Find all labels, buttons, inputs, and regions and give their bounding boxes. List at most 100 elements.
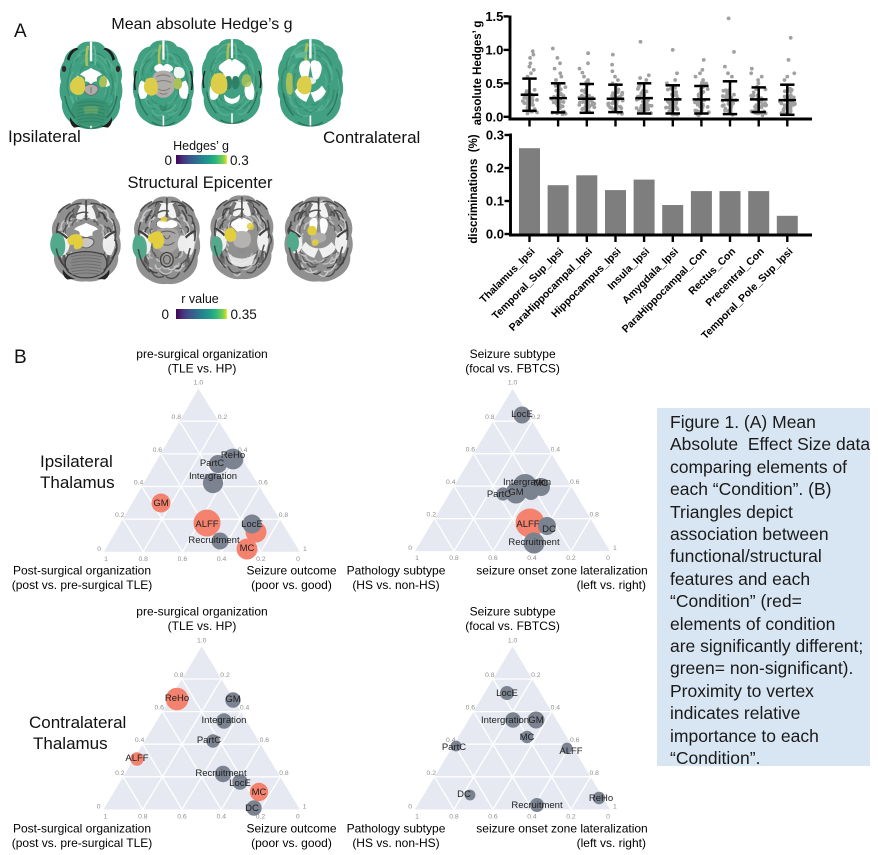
svg-text:0.2: 0.2 — [218, 414, 228, 421]
svg-text:Seizure subtype: Seizure subtype — [470, 347, 556, 361]
svg-text:0.2: 0.2 — [486, 161, 504, 176]
svg-text:GM: GM — [528, 715, 543, 726]
svg-text:0.8: 0.8 — [138, 813, 148, 820]
svg-text:0.4: 0.4 — [240, 705, 250, 712]
svg-text:1.0: 1.0 — [508, 380, 518, 387]
svg-text:Seizure subtype: Seizure subtype — [470, 605, 556, 619]
svg-text:0.2: 0.2 — [115, 770, 125, 777]
svg-text:0.6: 0.6 — [178, 556, 188, 563]
svg-text:0.8: 0.8 — [449, 813, 459, 820]
svg-text:0.4: 0.4 — [527, 555, 537, 562]
svg-text:0.6: 0.6 — [488, 813, 498, 820]
svg-text:(post vs. pre-surgical TLE): (post vs. pre-surgical TLE) — [12, 578, 153, 592]
svg-text:Intergration: Intergration — [481, 715, 529, 726]
svg-text:seizure onset zone lateralizat: seizure onset zone lateralization — [476, 822, 647, 836]
svg-text:PartC: PartC — [487, 489, 511, 500]
svg-text:0.8: 0.8 — [485, 672, 495, 679]
svg-text:ALFF: ALFF — [125, 753, 148, 764]
svg-text:0.6: 0.6 — [488, 555, 498, 562]
svg-text:1: 1 — [104, 556, 108, 563]
svg-text:(HS vs. non-HS): (HS vs. non-HS) — [352, 836, 439, 850]
svg-text:Recruitment: Recruitment — [188, 535, 240, 546]
svg-text:0.6: 0.6 — [258, 480, 268, 487]
svg-text:1: 1 — [415, 555, 419, 562]
svg-text:0.2: 0.2 — [427, 770, 437, 777]
svg-text:ALFF: ALFF — [195, 519, 218, 530]
svg-text:Intergration: Intergration — [503, 477, 551, 488]
svg-text:0.2: 0.2 — [256, 556, 266, 563]
svg-text:1: 1 — [104, 813, 108, 820]
svg-text:1.0: 1.0 — [485, 42, 503, 57]
svg-text:0.6: 0.6 — [570, 737, 580, 744]
svg-text:Intergration: Intergration — [189, 471, 237, 482]
svg-text:LocE: LocE — [511, 409, 533, 420]
svg-text:0.2: 0.2 — [531, 672, 541, 679]
svg-text:0.8: 0.8 — [279, 770, 289, 777]
svg-text:0.8: 0.8 — [172, 414, 182, 421]
svg-text:ReHo: ReHo — [589, 793, 613, 804]
svg-text:Post-surgical organization: Post-surgical organization — [13, 564, 151, 578]
svg-text:0.0: 0.0 — [485, 109, 503, 124]
svg-text:0.4: 0.4 — [527, 813, 537, 820]
svg-text:GM: GM — [153, 498, 168, 509]
svg-text:discriminations (%): discriminations (%) — [468, 134, 480, 243]
svg-text:MC: MC — [252, 787, 267, 798]
svg-text:ReHo: ReHo — [165, 693, 189, 704]
svg-text:0: 0 — [296, 556, 300, 563]
svg-text:0.2: 0.2 — [531, 414, 541, 421]
svg-text:Seizure outcome: Seizure outcome — [246, 822, 336, 836]
svg-text:0.2: 0.2 — [115, 512, 125, 519]
svg-text:1: 1 — [613, 545, 617, 552]
svg-text:MC: MC — [534, 478, 549, 489]
svg-text:0.8: 0.8 — [279, 512, 289, 519]
svg-text:0: 0 — [97, 803, 101, 810]
svg-text:Recruitment: Recruitment — [195, 768, 247, 779]
svg-text:0.8: 0.8 — [138, 556, 148, 563]
svg-text:(poor vs. good): (poor vs. good) — [251, 836, 332, 850]
svg-text:0.6: 0.6 — [466, 447, 476, 454]
svg-text:(poor vs. good): (poor vs. good) — [251, 578, 332, 592]
svg-text:(left vs. right): (left vs. right) — [577, 836, 646, 850]
svg-text:0.2: 0.2 — [566, 813, 576, 820]
svg-text:(post vs. pre-surgical TLE): (post vs. pre-surgical TLE) — [12, 836, 153, 850]
svg-text:0.4: 0.4 — [134, 480, 144, 487]
svg-text:0.5: 0.5 — [485, 76, 503, 91]
svg-text:MC: MC — [240, 543, 255, 554]
svg-text:0.6: 0.6 — [153, 447, 163, 454]
svg-text:0.4: 0.4 — [446, 737, 456, 744]
svg-text:0.2: 0.2 — [220, 672, 230, 679]
svg-text:0.3: 0.3 — [486, 128, 504, 143]
svg-text:(left vs. right): (left vs. right) — [577, 578, 646, 592]
svg-text:ALFF: ALFF — [516, 519, 539, 530]
svg-text:0.4: 0.4 — [217, 556, 227, 563]
svg-text:Recruitment: Recruitment — [511, 800, 563, 811]
svg-text:LocE: LocE — [496, 688, 518, 699]
svg-text:Pathology subtype: Pathology subtype — [347, 564, 446, 578]
svg-text:Seizure outcome: Seizure outcome — [246, 564, 336, 578]
svg-text:0.6: 0.6 — [466, 705, 476, 712]
svg-text:GM: GM — [225, 694, 240, 705]
svg-text:(HS vs. non-HS): (HS vs. non-HS) — [352, 578, 439, 592]
svg-text:0.2: 0.2 — [427, 512, 437, 519]
svg-text:1.0: 1.0 — [197, 637, 207, 644]
svg-text:ALFF: ALFF — [559, 746, 582, 757]
svg-text:0.2: 0.2 — [566, 555, 576, 562]
svg-text:0.8: 0.8 — [174, 672, 184, 679]
svg-text:0: 0 — [97, 546, 101, 553]
svg-text:seizure onset zone lateralizat: seizure onset zone lateralization — [476, 564, 647, 578]
svg-text:LocE: LocE — [241, 519, 263, 530]
svg-text:0.6: 0.6 — [570, 479, 580, 486]
svg-text:1: 1 — [613, 803, 617, 810]
svg-text:0: 0 — [606, 555, 610, 562]
svg-text:MC: MC — [520, 732, 535, 743]
svg-text:GM: GM — [508, 487, 523, 498]
svg-text:0.4: 0.4 — [446, 479, 456, 486]
svg-text:0.0: 0.0 — [486, 227, 504, 242]
svg-text:ReHo: ReHo — [221, 450, 245, 461]
svg-text:1.0: 1.0 — [194, 380, 204, 387]
svg-text:0.1: 0.1 — [486, 194, 504, 209]
svg-text:1: 1 — [415, 813, 419, 820]
svg-text:0.6: 0.6 — [177, 813, 187, 820]
svg-text:0.4: 0.4 — [217, 813, 227, 820]
svg-text:Integration: Integration — [202, 715, 247, 726]
